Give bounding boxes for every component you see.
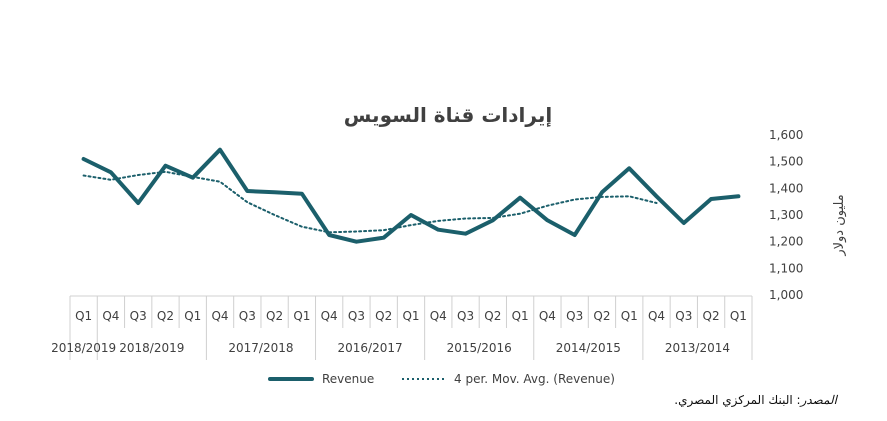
y-axis-label: مليون دولار bbox=[832, 194, 847, 256]
y-tick-label: 1,600 bbox=[769, 128, 803, 142]
x-quarter-label: Q3 bbox=[457, 309, 474, 323]
x-quarter-label: Q1 bbox=[730, 309, 747, 323]
x-year-label: 2018/2019 bbox=[51, 341, 116, 355]
x-quarter-label: Q3 bbox=[348, 309, 365, 323]
y-axis-ticks: 1,600 1,500 1,400 1,300 1,200 1,100 1,000 bbox=[769, 128, 803, 302]
x-quarter-label: Q2 bbox=[484, 309, 501, 323]
x-quarter-label: Q1 bbox=[621, 309, 638, 323]
source-text: : البنك المركزي المصري. bbox=[674, 393, 801, 407]
x-quarter-label: Q2 bbox=[157, 309, 174, 323]
y-tick-label: 1,000 bbox=[769, 288, 803, 302]
x-quarter-label: Q3 bbox=[566, 309, 583, 323]
x-quarter-label: Q1 bbox=[512, 309, 529, 323]
x-year-label: 2015/2016 bbox=[447, 341, 512, 355]
series-revenue-line bbox=[81, 147, 741, 244]
y-tick-label: 1,500 bbox=[769, 155, 803, 169]
chart-title: إيرادات قناة السويس bbox=[344, 103, 552, 127]
x-quarter-label: Q4 bbox=[430, 309, 447, 323]
x-axis: Q1 Q4 Q3 Q2 Q1 Q4 Q3 Q2 Q1 Q4 Q3 Q2 Q1 Q4 Q3 Q2 Q1 Q4 Q3 Q2… bbox=[51, 295, 753, 360]
x-quarter-label: Q4 bbox=[102, 309, 119, 323]
x-year-label: 2017/2018 bbox=[228, 341, 293, 355]
legend-revenue-label: Revenue bbox=[322, 372, 374, 386]
x-quarter-label: Q2 bbox=[375, 309, 392, 323]
series-moving-average-line bbox=[82, 170, 658, 234]
x-quarter-label: Q2 bbox=[266, 309, 283, 323]
x-quarter-label: Q2 bbox=[703, 309, 720, 323]
x-quarter-label: Q4 bbox=[211, 309, 228, 323]
x-quarter-label: Q4 bbox=[321, 309, 338, 323]
x-year-label: 2014/2015 bbox=[556, 341, 621, 355]
x-quarter-label: Q1 bbox=[184, 309, 201, 323]
x-quarter-label: Q1 bbox=[293, 309, 310, 323]
x-quarter-label: Q4 bbox=[648, 309, 665, 323]
source-note: المصدر: البنك المركزي المصري. bbox=[674, 393, 837, 407]
legend: Revenue 4 per. Mov. Avg. (Revenue) bbox=[268, 372, 615, 386]
x-quarter-label: Q1 bbox=[75, 309, 92, 323]
source-label: المصدر bbox=[800, 393, 837, 407]
x-year-label: 2018/2019 bbox=[119, 341, 184, 355]
x-year-label: 2013/2014 bbox=[665, 341, 730, 355]
x-quarter-label: Q3 bbox=[130, 309, 147, 323]
x-quarter-label: Q3 bbox=[675, 309, 692, 323]
x-year-label: 2016/2017 bbox=[338, 341, 403, 355]
legend-moving-average-label: 4 per. Mov. Avg. (Revenue) bbox=[454, 372, 615, 386]
series-layer bbox=[81, 147, 741, 244]
y-tick-label: 1,300 bbox=[769, 208, 803, 222]
y-tick-label: 1,100 bbox=[769, 261, 803, 275]
x-quarter-label: Q1 bbox=[402, 309, 419, 323]
y-tick-label: 1,200 bbox=[769, 235, 803, 249]
x-quarter-label: Q2 bbox=[593, 309, 610, 323]
x-quarter-label: Q3 bbox=[239, 309, 256, 323]
x-quarter-label: Q4 bbox=[539, 309, 556, 323]
y-tick-label: 1,400 bbox=[769, 181, 803, 195]
